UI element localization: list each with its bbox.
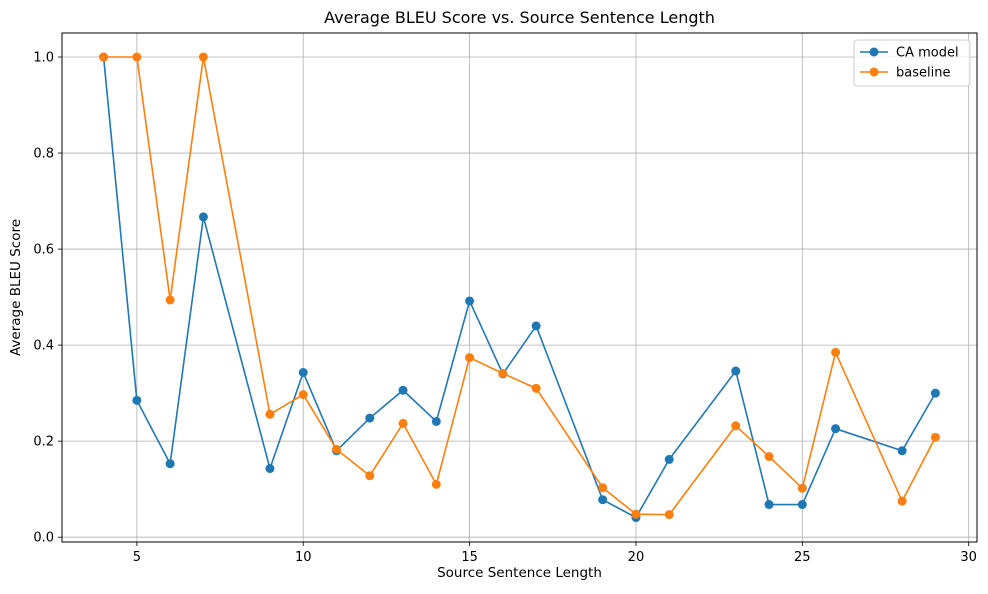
y-axis-label: Average BLEU Score xyxy=(8,219,24,356)
data-point-ca-model xyxy=(298,367,308,377)
data-point-ca-model xyxy=(132,395,142,405)
data-point-ca-model xyxy=(764,500,774,510)
series-line-baseline xyxy=(103,56,937,516)
data-point-ca-model xyxy=(930,388,940,398)
x-tick-label: 20 xyxy=(628,550,645,565)
data-point-ca-model xyxy=(198,212,208,222)
data-point-baseline xyxy=(897,496,907,506)
data-point-ca-model xyxy=(664,454,674,464)
x-tick-label: 5 xyxy=(133,550,141,565)
data-point-baseline xyxy=(764,452,774,462)
data-point-baseline xyxy=(930,432,940,442)
x-tick-label: 25 xyxy=(794,550,811,565)
data-point-baseline xyxy=(99,52,109,62)
data-point-baseline xyxy=(298,390,308,400)
data-point-ca-model xyxy=(431,416,441,426)
legend-label-ca-model: CA model xyxy=(896,46,959,61)
chart-title: Average BLEU Score vs. Source Sentence L… xyxy=(324,8,715,27)
y-tick-label: 1.0 xyxy=(33,51,54,66)
x-axis-label: Source Sentence Length xyxy=(437,565,602,581)
data-point-ca-model xyxy=(831,424,841,434)
data-point-baseline xyxy=(664,510,674,520)
data-point-ca-model xyxy=(797,500,807,510)
y-tick-label: 0.0 xyxy=(33,531,54,546)
data-point-baseline xyxy=(465,353,475,363)
data-point-baseline xyxy=(165,295,175,305)
data-point-baseline xyxy=(498,368,508,378)
data-point-ca-model xyxy=(365,413,375,423)
y-tick-label: 0.4 xyxy=(33,339,54,354)
data-point-baseline xyxy=(531,383,541,393)
data-point-ca-model xyxy=(465,296,475,306)
legend: CA model baseline xyxy=(853,39,971,87)
data-point-ca-model xyxy=(398,385,408,395)
data-point-baseline xyxy=(797,483,807,493)
data-point-ca-model xyxy=(897,446,907,456)
data-point-ca-model xyxy=(598,495,608,505)
axis-ticks: 5 10 15 20 25 30 0.0 0.2 0.4 0.6 0.8 1.0 xyxy=(33,51,977,565)
data-point-baseline xyxy=(398,418,408,428)
data-point-baseline xyxy=(731,421,741,431)
data-point-baseline xyxy=(598,483,608,493)
y-tick-label: 0.6 xyxy=(33,243,54,258)
data-point-baseline xyxy=(831,347,841,357)
data-point-baseline xyxy=(431,479,441,489)
data-point-baseline xyxy=(132,52,142,62)
data-series xyxy=(99,52,940,523)
data-point-ca-model xyxy=(265,464,275,474)
data-point-baseline xyxy=(265,409,275,419)
grid-lines xyxy=(62,33,977,542)
series-line-ca-model xyxy=(102,56,937,519)
data-point-baseline xyxy=(332,444,341,454)
data-point-baseline xyxy=(365,471,375,481)
data-point-ca-model xyxy=(531,321,541,331)
y-tick-label: 0.8 xyxy=(33,147,54,162)
data-point-ca-model xyxy=(731,366,741,376)
x-tick-label: 30 xyxy=(960,550,977,565)
legend-label-baseline: baseline xyxy=(896,66,950,81)
x-tick-label: 15 xyxy=(461,550,478,565)
y-tick-label: 0.2 xyxy=(33,435,54,450)
data-point-baseline xyxy=(631,509,641,519)
plot-area-frame xyxy=(61,32,978,543)
legend-marker-baseline xyxy=(869,67,879,77)
data-point-ca-model xyxy=(165,459,175,469)
legend-marker-ca-model xyxy=(869,47,879,57)
x-tick-label: 10 xyxy=(295,550,312,565)
series-baseline xyxy=(99,52,940,520)
data-point-baseline xyxy=(198,52,208,62)
